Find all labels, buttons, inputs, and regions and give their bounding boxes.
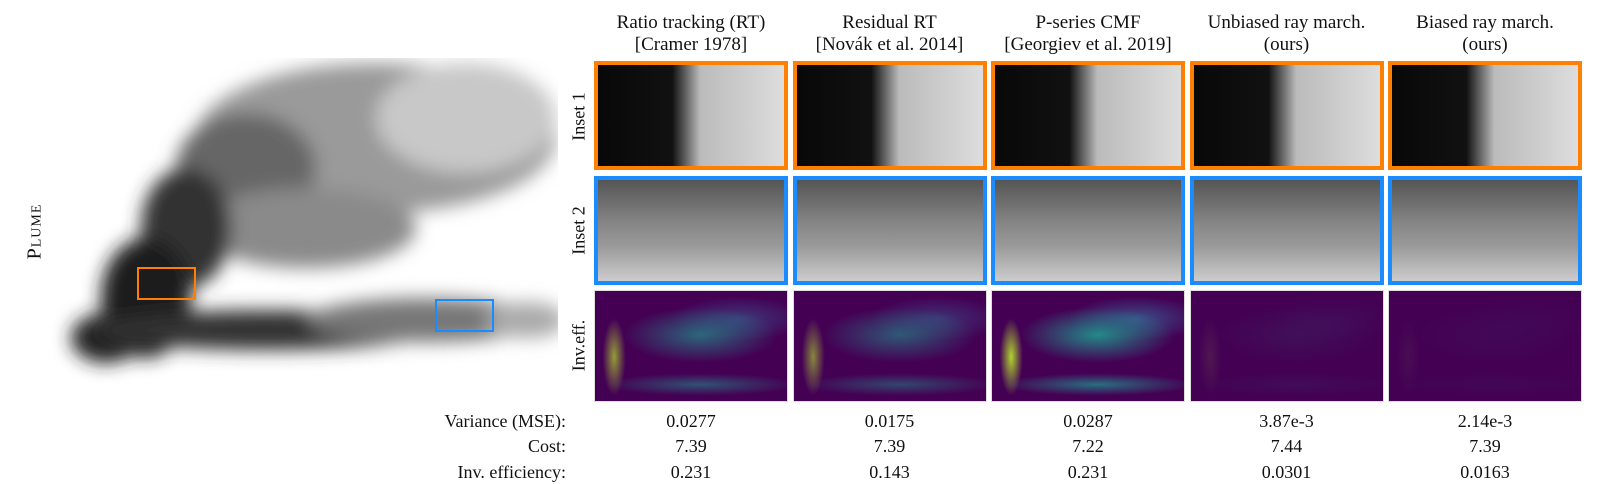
inverse-efficiency-map xyxy=(1388,290,1582,402)
method-name: P-series CMF xyxy=(1035,12,1141,33)
inv-efficiency-value: 0.0301 xyxy=(1261,462,1312,482)
inset2-image xyxy=(792,176,987,285)
inset2-marker xyxy=(435,299,494,332)
inv-efficiency-value: 0.143 xyxy=(869,462,910,482)
stat-label-cost: Cost: xyxy=(527,436,566,456)
inset2-image xyxy=(594,176,788,285)
inv-efficiency-value: 0.231 xyxy=(670,462,712,482)
cost-value: 7.44 xyxy=(1270,436,1303,456)
inset2-image xyxy=(1388,176,1582,285)
cost-value: 7.22 xyxy=(1072,436,1104,456)
inverse-efficiency-map xyxy=(991,290,1185,402)
variance-value: 3.87e-3 xyxy=(1259,411,1314,431)
method-title: Ratio tracking (RT) [Cramer 1978] xyxy=(591,12,791,56)
method-citation: [Novák et al. 2014] xyxy=(815,34,964,55)
variance-value: 0.0287 xyxy=(1063,411,1113,431)
inset1-image xyxy=(1189,61,1384,170)
method-name: Unbiased ray march. xyxy=(1207,12,1366,33)
scene-label: Plume xyxy=(23,203,46,260)
method-title: Residual RT [Novák et al. 2014] xyxy=(790,12,990,56)
cost-value: 7.39 xyxy=(675,436,707,456)
inset1-image xyxy=(991,61,1185,170)
method-name: Ratio tracking (RT) xyxy=(616,12,766,33)
inv-efficiency-value: 0.231 xyxy=(1067,462,1109,482)
inset1-image xyxy=(792,61,987,170)
method-citation: (ours) xyxy=(1263,34,1310,55)
inset2-image xyxy=(1189,176,1384,285)
inverse-efficiency-map xyxy=(594,290,788,402)
inverse-efficiency-map xyxy=(1189,290,1384,402)
method-citation: [Cramer 1978] xyxy=(634,34,748,55)
method-name: Biased ray march. xyxy=(1416,12,1554,33)
inset1-marker xyxy=(137,267,196,300)
variance-value: 0.0277 xyxy=(666,411,716,431)
method-title: Biased ray march. (ours) xyxy=(1385,12,1585,56)
method-citation: [Georgiev et al. 2019] xyxy=(1004,34,1172,55)
stat-label-variance: Variance (MSE): xyxy=(444,411,566,431)
row-label-inset1: Inset 1 xyxy=(568,92,589,141)
stat-label-inv-efficiency: Inv. efficiency: xyxy=(457,462,566,482)
cost-value: 7.39 xyxy=(1469,436,1501,456)
method-title: P-series CMF [Georgiev et al. 2019] xyxy=(988,12,1188,56)
inv-efficiency-value: 0.0163 xyxy=(1460,462,1510,482)
inset1-image xyxy=(594,61,788,170)
method-title: Unbiased ray march. (ours) xyxy=(1187,12,1387,56)
cost-value: 7.39 xyxy=(873,436,906,456)
method-name: Residual RT xyxy=(842,12,937,33)
inverse-efficiency-map xyxy=(792,290,987,402)
inset1-image xyxy=(1388,61,1582,170)
plume-render xyxy=(71,63,558,363)
variance-value: 0.0175 xyxy=(864,411,915,431)
row-label-inv-eff: Inv.eff. xyxy=(568,319,589,372)
method-citation: (ours) xyxy=(1462,34,1508,55)
variance-value: 2.14e-3 xyxy=(1457,411,1513,431)
row-label-inset2: Inset 2 xyxy=(568,206,589,255)
inset2-image xyxy=(991,176,1185,285)
